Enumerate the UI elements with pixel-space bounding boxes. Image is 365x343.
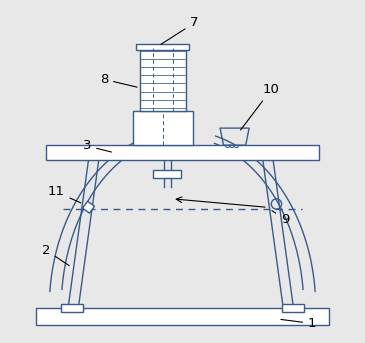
Text: 7: 7 xyxy=(161,16,199,44)
Bar xyxy=(281,304,304,311)
Text: 9: 9 xyxy=(272,211,289,226)
Bar xyxy=(137,44,189,50)
Text: 10: 10 xyxy=(241,83,280,130)
Bar xyxy=(133,111,193,145)
Text: 8: 8 xyxy=(100,73,137,87)
Bar xyxy=(153,170,181,178)
Text: 3: 3 xyxy=(82,139,111,152)
Bar xyxy=(61,304,84,311)
Bar xyxy=(46,145,319,159)
Bar xyxy=(36,308,329,325)
Bar xyxy=(140,48,186,111)
Text: 1: 1 xyxy=(281,317,316,330)
Text: 11: 11 xyxy=(47,186,81,203)
Bar xyxy=(82,201,95,213)
Text: 2: 2 xyxy=(42,244,69,265)
